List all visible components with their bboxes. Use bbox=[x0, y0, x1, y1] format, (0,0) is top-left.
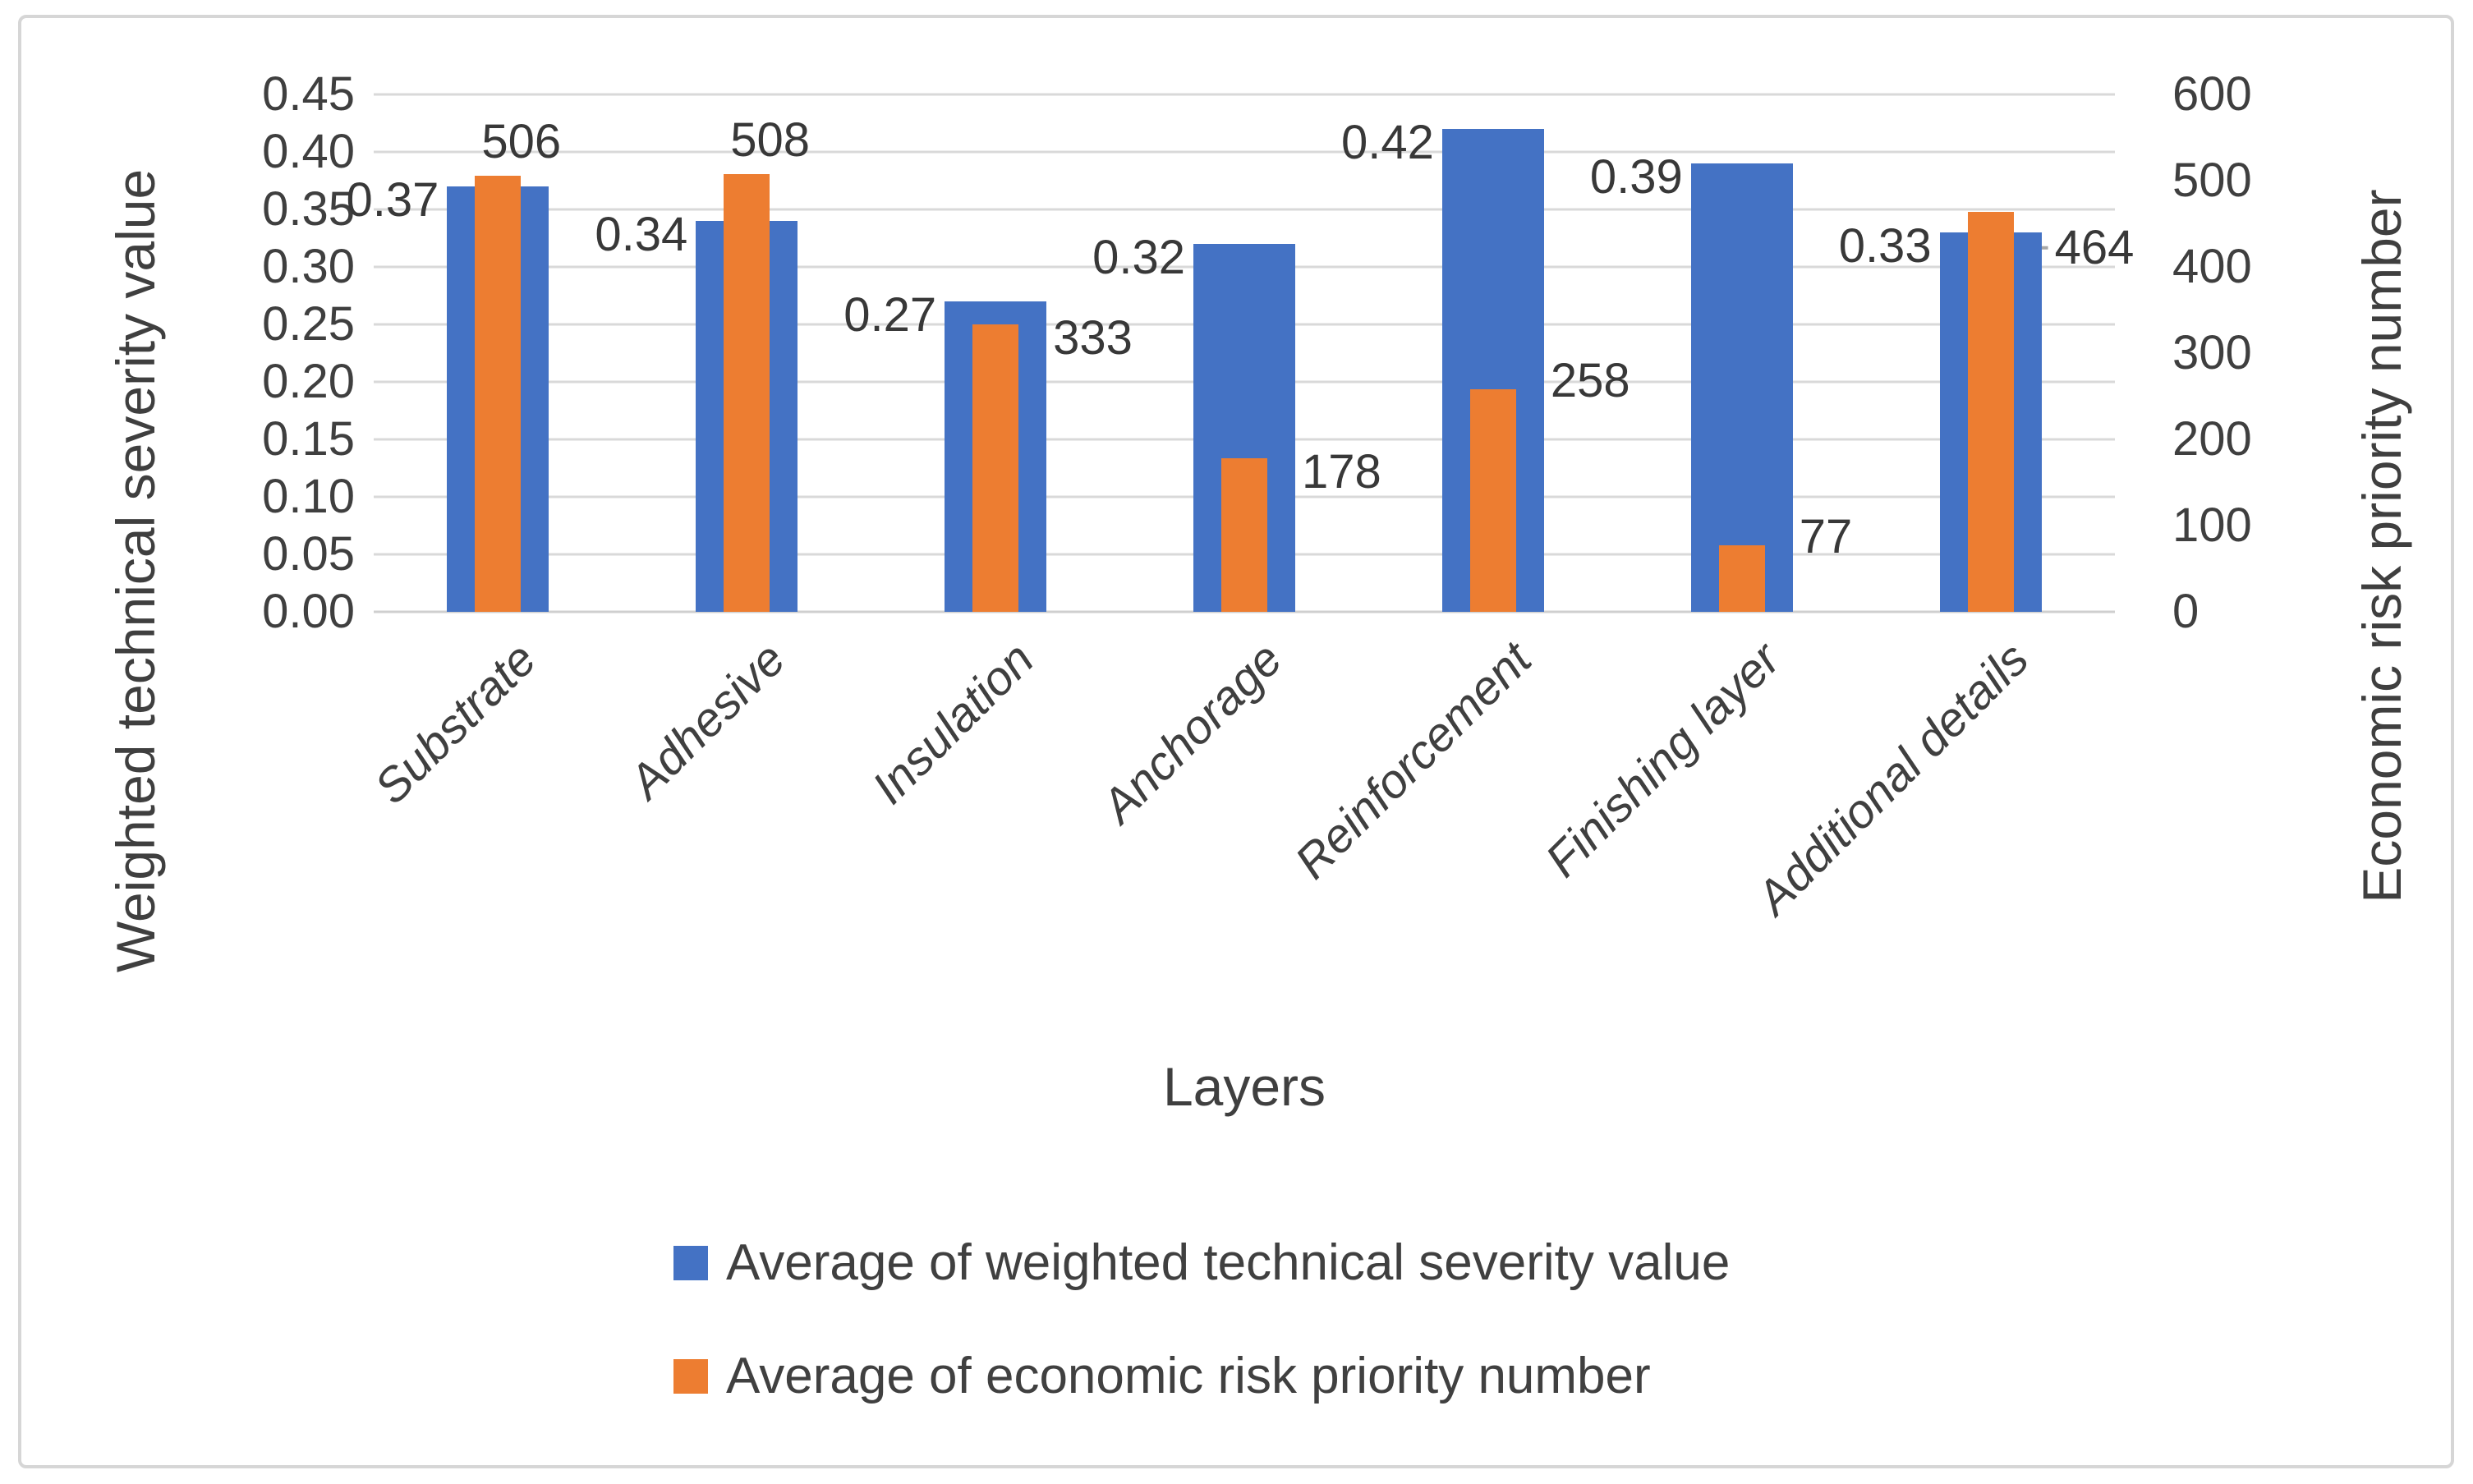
data-label-weighted-severity-insulation: 0.27 bbox=[843, 288, 937, 342]
bar-economic-risk-anchorage bbox=[1221, 458, 1267, 612]
data-label-economic-risk-adhesive: 508 bbox=[730, 113, 811, 167]
bar-economic-risk-reinforcement bbox=[1469, 389, 1516, 612]
legend-swatch-blue bbox=[673, 1246, 708, 1280]
left-axis-title: Weighted technical severity value bbox=[105, 168, 166, 973]
left-axis-tick: 0.05 bbox=[262, 527, 355, 581]
data-label-economic-risk-insulation: 333 bbox=[1053, 311, 1133, 365]
right-axis-tick: 100 bbox=[2172, 498, 2252, 552]
data-label-weighted-severity-additional-details: 0.33 bbox=[1838, 219, 1932, 273]
legend-label: Average of weighted technical severity v… bbox=[726, 1234, 1731, 1291]
right-axis-tick: 400 bbox=[2172, 240, 2252, 293]
x-axis-title: Layers bbox=[1162, 1056, 1326, 1117]
left-axis-tick: 0.45 bbox=[262, 67, 355, 121]
bar-economic-risk-adhesive bbox=[724, 173, 770, 612]
data-label-economic-risk-substrate: 506 bbox=[481, 114, 562, 168]
bar-economic-risk-finishing-layer bbox=[1718, 545, 1765, 612]
left-axis-tick: 0.25 bbox=[262, 297, 355, 351]
plot-area: 0.37 506 0.34 508 0.27 333 0.32 178 0.42 258 0.39 7… bbox=[347, 93, 2134, 613]
data-label-economic-risk-anchorage: 178 bbox=[1302, 445, 1381, 499]
left-axis-tick: 0.40 bbox=[262, 125, 355, 178]
right-axis-tick: 0 bbox=[2172, 585, 2199, 638]
left-axis-tick: 0.20 bbox=[262, 355, 355, 408]
right-axis-tick: 600 bbox=[2172, 67, 2252, 121]
left-axis-tick: 0.10 bbox=[262, 470, 355, 523]
legend-label: Average of economic risk priority number bbox=[726, 1348, 1651, 1404]
bar-economic-risk-additional-details bbox=[1967, 211, 2014, 612]
legend-item-weighted-severity: Average of weighted technical severity v… bbox=[673, 1236, 1730, 1290]
data-label-economic-risk-reinforcement: 258 bbox=[1550, 354, 1630, 408]
data-label-weighted-severity-adhesive: 0.34 bbox=[595, 208, 688, 261]
right-axis-tick: 500 bbox=[2172, 154, 2252, 207]
data-label-economic-risk-additional-details: 464 bbox=[2054, 220, 2135, 274]
bar-weighted-severity-finishing-layer bbox=[1690, 163, 1793, 612]
legend-item-economic-risk: Average of economic risk priority number bbox=[673, 1349, 1651, 1404]
data-label-weighted-severity-anchorage: 0.32 bbox=[1092, 231, 1185, 284]
left-axis-tick: 0.30 bbox=[262, 240, 355, 293]
right-axis-tick: 300 bbox=[2172, 326, 2252, 379]
data-label-weighted-severity-substrate: 0.37 bbox=[346, 173, 439, 227]
data-label-weighted-severity-reinforcement: 0.42 bbox=[1340, 116, 1434, 169]
data-label-economic-risk-finishing-layer: 77 bbox=[1799, 510, 1853, 564]
left-axis-tick: 0.35 bbox=[262, 182, 355, 236]
bar-economic-risk-substrate bbox=[475, 175, 522, 612]
left-axis-tick: 0.15 bbox=[262, 412, 355, 466]
legend-swatch-orange bbox=[673, 1359, 708, 1394]
data-label-weighted-severity-finishing-layer: 0.39 bbox=[1589, 150, 1683, 204]
right-axis-title: Economic risk priority number bbox=[2351, 189, 2412, 903]
right-axis-tick: 200 bbox=[2172, 412, 2252, 466]
left-axis-tick: 0.00 bbox=[262, 585, 355, 638]
bar-economic-risk-insulation bbox=[972, 324, 1019, 612]
